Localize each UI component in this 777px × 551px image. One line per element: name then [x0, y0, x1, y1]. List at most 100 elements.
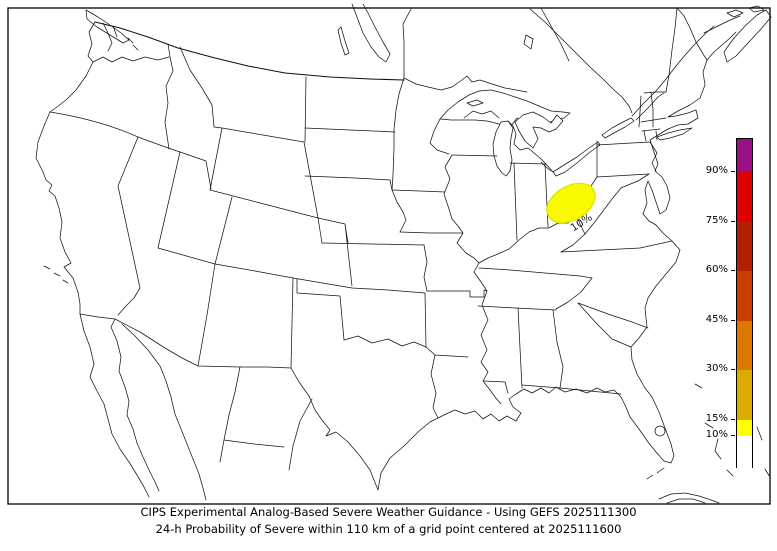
map-frame	[7, 7, 771, 505]
nv-ut-border	[157, 151, 181, 249]
state-borders	[49, 7, 708, 419]
lake-huron	[514, 111, 564, 149]
mn-north-border	[403, 75, 528, 93]
tx-la-ar-borders	[425, 346, 469, 419]
nd-sd-border	[304, 127, 396, 133]
us-mexico-border	[79, 313, 292, 369]
gulf-coast-texas	[377, 417, 439, 491]
wi-mi-up-border	[463, 110, 500, 119]
ontario-lakes-rivers	[523, 7, 570, 62]
canada-features	[85, 3, 772, 121]
colorbar-segment	[737, 370, 752, 420]
pacific-coast	[35, 21, 96, 315]
caribbean-features	[658, 383, 771, 504]
la-ms-31n	[483, 380, 509, 394]
detroit-river	[540, 161, 552, 172]
mo-ks-border	[423, 244, 428, 292]
colorbar-segment	[737, 271, 752, 321]
ut-north-border	[179, 151, 212, 190]
mexico-features	[79, 313, 379, 501]
lake-superior	[439, 89, 571, 127]
sd-ne-border	[304, 175, 391, 181]
sonora-coast	[121, 323, 207, 501]
rio-grande	[290, 367, 379, 491]
isle-royale	[466, 99, 484, 107]
al-fl-ga-fl-borders	[521, 384, 622, 395]
lake-ontario	[601, 117, 635, 139]
lake-michigan	[492, 120, 514, 177]
mo-ar-border	[426, 289, 488, 298]
ottawa-river-border	[529, 8, 633, 114]
missouri-river-ia-west	[389, 179, 407, 233]
lake-winnipeg	[351, 3, 391, 63]
wyoming	[209, 127, 319, 219]
az-nm-border	[197, 263, 216, 367]
new-brunswick-coast	[703, 15, 741, 61]
probability-contour: 10%	[546, 182, 596, 234]
in-oh-border	[544, 163, 549, 228]
ca-nv-border	[117, 136, 141, 316]
great-lakes	[439, 89, 635, 177]
ut-co-border	[214, 196, 233, 265]
maine-borders	[665, 7, 708, 99]
nova-scotia	[723, 9, 772, 63]
mississippi-river	[443, 154, 502, 405]
al-ga-border	[552, 309, 564, 389]
figure-title-block: CIPS Experimental Analog-Based Severe We…	[0, 504, 777, 537]
colorbar-tick-label: 45%	[705, 313, 728, 325]
colorbar-tick-label: 75%	[705, 214, 728, 226]
tn-south-border	[477, 305, 557, 311]
cuba-coast	[658, 492, 720, 504]
colorbar-tick-mark	[731, 270, 735, 271]
line-42n	[49, 111, 181, 153]
mi-in-oh-border	[509, 162, 546, 165]
ok-panhandle-tx	[296, 278, 345, 341]
colorbar-tick-mark	[731, 418, 735, 420]
colorbar-tick-mark	[731, 435, 735, 436]
colorbar-tick-label: 90%	[705, 165, 728, 176]
mn-west-border	[391, 77, 405, 191]
ky-tn-border	[478, 267, 593, 279]
us-coastlines	[35, 21, 701, 491]
channel-islands	[43, 265, 69, 284]
colorbar-tick-mark	[731, 319, 735, 321]
florida-keys	[646, 467, 665, 480]
colorbar-segment	[737, 436, 752, 469]
ny-vt-nh-ma-ct-borders	[638, 91, 667, 142]
puget-sound	[102, 22, 118, 52]
va-ky-border	[560, 233, 586, 253]
prince-edward-island	[726, 5, 765, 18]
colorbar-segment	[737, 139, 752, 172]
contour-10pct-area	[546, 182, 596, 224]
st-croix-wi-mn	[429, 118, 450, 155]
colorbar-tick-label: 15%	[705, 412, 728, 424]
nc-sc-border	[577, 302, 649, 329]
pa-borders	[596, 141, 658, 178]
atlantic-gulf-coast	[437, 97, 701, 464]
lake-manitoba	[337, 26, 350, 56]
id-west-border	[164, 43, 174, 150]
colorbar-tick-label: 10%	[705, 429, 728, 440]
ga-sc-border	[577, 302, 632, 348]
mn-ia-border	[391, 189, 446, 193]
long-island	[656, 127, 693, 141]
ne-ks-border	[321, 242, 425, 246]
tn-nc-border	[555, 277, 593, 310]
mt-east-border	[304, 76, 307, 143]
colorbar-tick-mark	[731, 369, 735, 370]
potomac-md-border	[620, 173, 650, 189]
mi-mitten-east	[507, 120, 554, 173]
wv-borders	[576, 187, 622, 235]
ms-al-border	[517, 307, 523, 389]
st-lawrence-river	[631, 25, 715, 121]
baja-california	[79, 313, 160, 498]
colorbar-tick-label: 60%	[705, 264, 728, 275]
colorbar	[736, 138, 753, 469]
manitoba-ontario-border	[402, 8, 412, 79]
colorbar-tick-mark	[731, 171, 735, 172]
id-mt-border	[179, 46, 223, 129]
il-wi-border	[451, 154, 498, 157]
bahamas-islands	[694, 383, 771, 478]
border-45n	[643, 91, 667, 94]
